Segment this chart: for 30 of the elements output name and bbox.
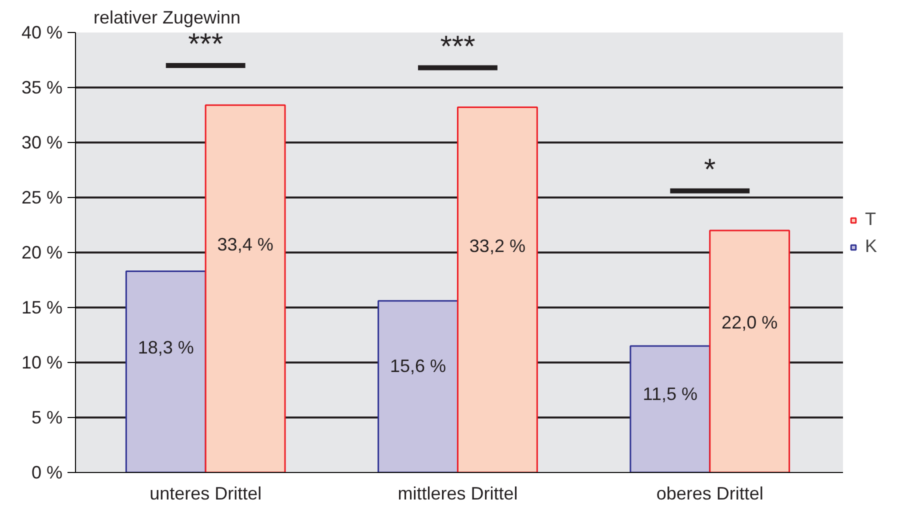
- bar: [378, 300, 458, 472]
- annotation: ***: [188, 28, 224, 62]
- data-label: 33,4 %: [217, 234, 274, 255]
- data-label: 11,5 %: [642, 384, 698, 404]
- bar: [709, 230, 790, 472]
- y-tick-label: 30 %: [21, 132, 63, 152]
- y-tick-label: 40 %: [21, 22, 63, 42]
- y-tick-label: 20 %: [21, 242, 63, 262]
- x-tick-label: mittleres Drittel: [398, 484, 518, 504]
- bar: [456, 106, 538, 472]
- y-axis-title: relativer Zugewinn: [94, 8, 241, 28]
- legend-label: K: [865, 236, 878, 257]
- y-tick-label: 15 %: [21, 298, 63, 318]
- data-label: 15,6 %: [390, 356, 446, 376]
- data-label: 18,3 %: [138, 338, 194, 358]
- bar: [204, 104, 286, 472]
- y-tick-label: 5 %: [31, 408, 63, 428]
- y-tick-label: 35 %: [21, 78, 63, 98]
- legend-label: T: [865, 209, 877, 230]
- x-tick-label: oberes Drittel: [656, 484, 764, 504]
- data-label: 33,2 %: [469, 236, 526, 256]
- y-tick-label: 25 %: [21, 188, 63, 208]
- data-label: 22,0 %: [722, 312, 778, 332]
- x-tick-label: unteres Drittel: [150, 484, 262, 504]
- bar: [630, 345, 711, 472]
- annotation: *: [704, 154, 716, 186]
- y-tick-label: 0 %: [31, 462, 63, 482]
- annotation: ***: [440, 30, 476, 64]
- bar: [125, 270, 206, 472]
- y-tick-label: 10 %: [21, 352, 63, 372]
